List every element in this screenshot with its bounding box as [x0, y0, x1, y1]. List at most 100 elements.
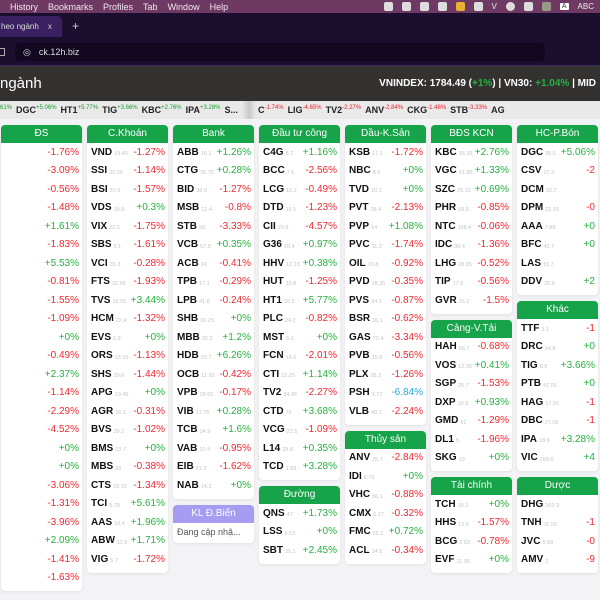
stock-row[interactable]: SGP 25.7 -1.53%: [431, 375, 512, 394]
stock-row[interactable]: HT1 16.5 +5.77%: [259, 291, 340, 310]
stock-row[interactable]: ORS 13.15 -1.13%: [87, 347, 168, 366]
stock-row[interactable]: +0%: [1, 328, 82, 347]
stock-row[interactable]: PVP 14 +1.08%: [345, 217, 426, 236]
stock-row[interactable]: TVD 10.1 +0%: [345, 180, 426, 199]
stock-row[interactable]: CSV 27.3 -2: [517, 162, 598, 181]
ticker-item[interactable]: TV2-2.27%: [326, 105, 362, 115]
stock-row[interactable]: VLB 48.1 -2.24%: [345, 402, 426, 421]
stock-row[interactable]: PVB 25.8 -0.56%: [345, 347, 426, 366]
ticker-item[interactable]: HT1+5.77%: [61, 105, 99, 115]
cloud-icon[interactable]: [541, 2, 551, 11]
menu-item[interactable]: Tab: [143, 1, 158, 12]
stock-row[interactable]: -1.83%: [1, 236, 82, 255]
sector-header[interactable]: BĐS KCN: [431, 125, 512, 143]
sector-header[interactable]: Tài chính: [431, 477, 512, 495]
feather-icon[interactable]: [419, 2, 429, 11]
stock-row[interactable]: KBC 35.35 +2.76%: [431, 143, 512, 162]
close-tab-icon[interactable]: x: [47, 22, 52, 31]
stock-row[interactable]: BVS 29.1 -1.02%: [87, 421, 168, 440]
ticker-item[interactable]: CKG-1.48%: [407, 105, 446, 115]
stock-row[interactable]: LCG 10.2 -0.49%: [259, 180, 340, 199]
stock-row[interactable]: STB 58 -3.33%: [173, 217, 254, 236]
stock-row[interactable]: HDB 29.7 +6.26%: [173, 347, 254, 366]
ticker-item[interactable]: IPA+3.28%: [186, 105, 221, 115]
sector-header[interactable]: Khác: [517, 301, 598, 319]
ticker-item[interactable]: LIG-4.65%: [288, 105, 322, 115]
stock-row[interactable]: +1.61%: [1, 217, 82, 236]
stock-row[interactable]: OIL 10.8 -0.92%: [345, 254, 426, 273]
stock-row[interactable]: BCG 2.53 -0.78%: [431, 532, 512, 551]
stock-row[interactable]: VPB 28.65 -0.17%: [173, 384, 254, 403]
stock-row[interactable]: AAA 7.88 +0: [517, 217, 598, 236]
stock-row[interactable]: DHG 102.3: [517, 495, 598, 514]
stock-row[interactable]: TIG 8.5 +3.66%: [517, 356, 598, 375]
stock-row[interactable]: -1.14%: [1, 384, 82, 403]
stock-row[interactable]: CTS 33.15 -1.34%: [87, 476, 168, 495]
stock-row[interactable]: ACL 14.5 -0.34%: [345, 541, 426, 560]
stock-row[interactable]: +2.09%: [1, 532, 82, 551]
sector-header[interactable]: KL Đ.Biến: [173, 504, 254, 523]
stock-row[interactable]: BSI 37.6 -1.57%: [87, 180, 168, 199]
stock-row[interactable]: TCD 1.99 +3.28%: [259, 458, 340, 477]
tab-active[interactable]: heo ngành x: [0, 16, 62, 37]
stock-row[interactable]: BFC 42.7 +0: [517, 236, 598, 255]
stock-row[interactable]: +2.37%: [1, 365, 82, 384]
stock-row[interactable]: PLX 35.3 -1.26%: [345, 365, 426, 384]
stock-row[interactable]: C4G 8.7 +1.16%: [259, 143, 340, 162]
stock-row[interactable]: VIG 5.7 -1.72%: [87, 550, 168, 569]
shield-icon[interactable]: [401, 2, 411, 11]
stock-row[interactable]: -2.29%: [1, 402, 82, 421]
new-tab-button[interactable]: +: [72, 19, 80, 33]
stock-row[interactable]: DL1 5 -1.96%: [431, 430, 512, 449]
stock-row[interactable]: VHC 56.1 -0.88%: [345, 486, 426, 505]
stock-row[interactable]: SKG 10 +0%: [431, 449, 512, 468]
stock-row[interactable]: TCH 18.3 +0%: [431, 495, 512, 514]
menu-item[interactable]: History: [10, 1, 39, 12]
stock-row[interactable]: LHG 28.85 -0.52%: [431, 254, 512, 273]
stock-row[interactable]: MST 6.6 +0%: [259, 328, 340, 347]
stock-row[interactable]: SHB 16.25 +0%: [173, 310, 254, 329]
stock-row[interactable]: JVC 5.09 -0: [517, 532, 598, 551]
ticker-item[interactable]: STB-3.33%: [450, 105, 487, 115]
stock-row[interactable]: PSH 3.77 -6.84%: [345, 384, 426, 403]
stock-row[interactable]: OCB 11.95 -0.42%: [173, 365, 254, 384]
stock-row[interactable]: TTF 3.1 -1: [517, 319, 598, 338]
stock-row[interactable]: PVT 18.4 -2.13%: [345, 199, 426, 218]
stock-row[interactable]: CTD 76 +3.68%: [259, 402, 340, 421]
input-source-icon[interactable]: A: [559, 3, 569, 10]
stock-row[interactable]: PVS 34.3 -0.87%: [345, 291, 426, 310]
menu-item[interactable]: Window: [167, 1, 200, 12]
stock-row[interactable]: VCG 22.5 -1.09%: [259, 421, 340, 440]
stock-row[interactable]: VIB 17.75 +0.28%: [173, 402, 254, 421]
ticker-item[interactable]: KBC+2.76%: [142, 105, 182, 115]
stock-row[interactable]: EIB 21.3 -1.62%: [173, 458, 254, 477]
stock-row[interactable]: APG 10.45 +0%: [87, 384, 168, 403]
stock-row[interactable]: VCI 35.3 -0.28%: [87, 254, 168, 273]
stock-row[interactable]: BID 38.9 -1.27%: [173, 180, 254, 199]
stock-row[interactable]: MSB 12.4 -0.8%: [173, 199, 254, 218]
stock-row[interactable]: -1.48%: [1, 199, 82, 218]
stock-row[interactable]: TIP 17.9 -0.56%: [431, 273, 512, 292]
url-input[interactable]: ◎ ck.12h.biz: [15, 43, 545, 61]
mute-icon[interactable]: [523, 2, 533, 11]
stock-row[interactable]: TCI 9.79 +5.61%: [87, 495, 168, 514]
sector-header[interactable]: Đường: [259, 486, 340, 504]
stock-row[interactable]: HHV 12.15 +0.38%: [259, 254, 340, 273]
v-icon[interactable]: V: [491, 2, 497, 11]
stock-row[interactable]: ANV 25.7 -2.84%: [345, 449, 426, 468]
stock-row[interactable]: DGC 98.5 +5.06%: [517, 143, 598, 162]
stock-row[interactable]: HAG 17.55 -1: [517, 393, 598, 412]
stock-row[interactable]: CII 20.9 -4.57%: [259, 217, 340, 236]
stock-row[interactable]: DPM 22.15 -0: [517, 199, 598, 218]
stock-row[interactable]: IDC 36.4 -1.36%: [431, 236, 512, 255]
stock-row[interactable]: -1.41%: [1, 550, 82, 569]
stock-row[interactable]: LSS 9.53 +0%: [259, 523, 340, 542]
app-icon[interactable]: [383, 2, 393, 11]
sector-header[interactable]: Dược: [517, 477, 598, 495]
stock-row[interactable]: GMD 61 -1.29%: [431, 412, 512, 431]
stock-row[interactable]: L14 28.8 +0.35%: [259, 439, 340, 458]
stock-row[interactable]: VGC 41.85 +1.33%: [431, 162, 512, 181]
stock-row[interactable]: ABB 16.1 +1.26%: [173, 143, 254, 162]
stock-row[interactable]: SSI 30.25 -1.14%: [87, 162, 168, 181]
stock-row[interactable]: NAB 14.3 +0%: [173, 476, 254, 495]
